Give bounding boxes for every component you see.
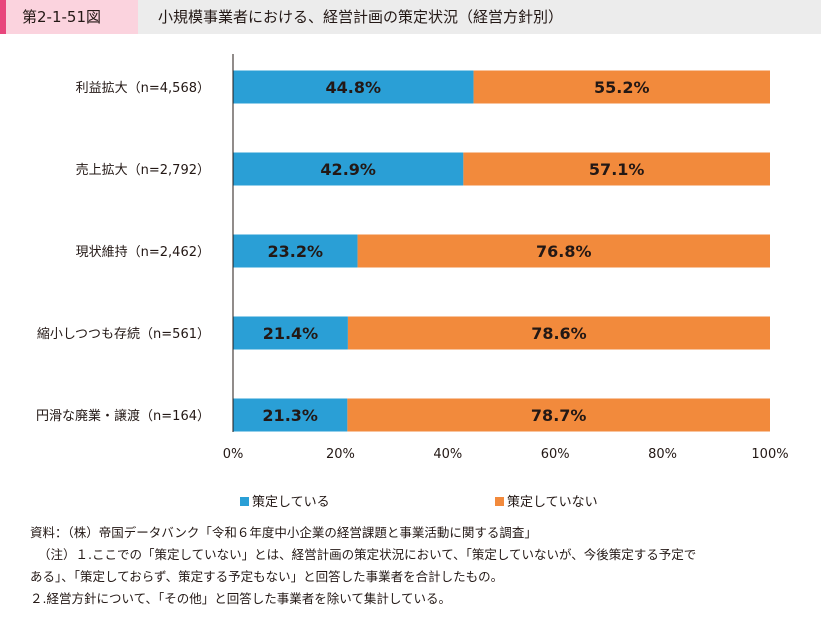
data-label: 76.8%: [536, 242, 592, 261]
category-label: 円滑な廃業・譲渡（n=164）: [36, 408, 210, 424]
notes: 資料：（株）帝国データバンク「令和６年度中小企業の経営課題と事業活動に関する調査…: [30, 522, 810, 610]
bar-planned: [233, 70, 474, 104]
category-label: 現状維持（n=2,462）: [76, 245, 210, 260]
bar-not-planned: [357, 234, 770, 268]
category-label: 売上拡大（n=2,792）: [76, 162, 210, 178]
data-label: 78.7%: [531, 406, 587, 425]
figure-title: 小規模事業者における、経営計画の策定状況（経営方針別）: [158, 8, 564, 26]
bar-planned: [233, 316, 348, 350]
data-label: 23.2%: [268, 242, 324, 261]
source-note: 資料：（株）帝国データバンク「令和６年度中小企業の経営課題と事業活動に関する調査…: [30, 525, 537, 540]
bar-planned: [233, 152, 464, 186]
legend-label: 策定している: [252, 494, 330, 510]
x-tick-label: 60%: [541, 447, 570, 462]
note-1a: （注）１.ここでの「策定していない」とは、経営計画の策定状況において、「策定して…: [38, 547, 697, 562]
note-1b: ある」、「策定しておらず、策定する予定もない」と回答した事業者を合計したもの。: [30, 569, 504, 584]
bar-planned: [233, 234, 358, 268]
x-tick-label: 80%: [648, 447, 677, 462]
figure-number: 第2-1-51図: [6, 0, 138, 34]
x-tick-label: 100%: [751, 447, 788, 462]
bar-planned: [233, 398, 348, 432]
bar-not-planned: [473, 70, 770, 104]
data-label: 55.2%: [594, 78, 650, 97]
data-label: 21.3%: [262, 406, 318, 425]
data-label: 57.1%: [589, 160, 645, 179]
bar-not-planned: [463, 152, 770, 186]
title-accent: [0, 0, 6, 34]
x-tick-label: 40%: [433, 447, 462, 462]
bar-not-planned: [347, 398, 770, 432]
bar-not-planned: [347, 316, 770, 350]
x-tick-label: 0%: [223, 447, 244, 462]
data-label: 42.9%: [320, 160, 376, 179]
x-tick-label: 20%: [326, 447, 355, 462]
legend-label: 策定していない: [507, 494, 598, 510]
category-label: 利益拡大（n=4,568）: [76, 81, 210, 96]
data-label: 21.4%: [263, 324, 319, 343]
data-label: 44.8%: [326, 78, 382, 97]
note-2: ２.経営方針について、「その他」と回答した事業者を除いて集計している。: [30, 591, 451, 606]
stacked-bar-chart: 利益拡大（n=4,568） 44.8% 55.2% 売上拡大（n=2,792） 42.9…: [36, 54, 789, 510]
data-label: 78.6%: [531, 324, 587, 343]
legend-swatch-planned: [240, 497, 249, 506]
category-label: 縮小しつつも存続（n=561）: [37, 326, 210, 342]
legend-swatch-not-planned: [495, 497, 504, 506]
